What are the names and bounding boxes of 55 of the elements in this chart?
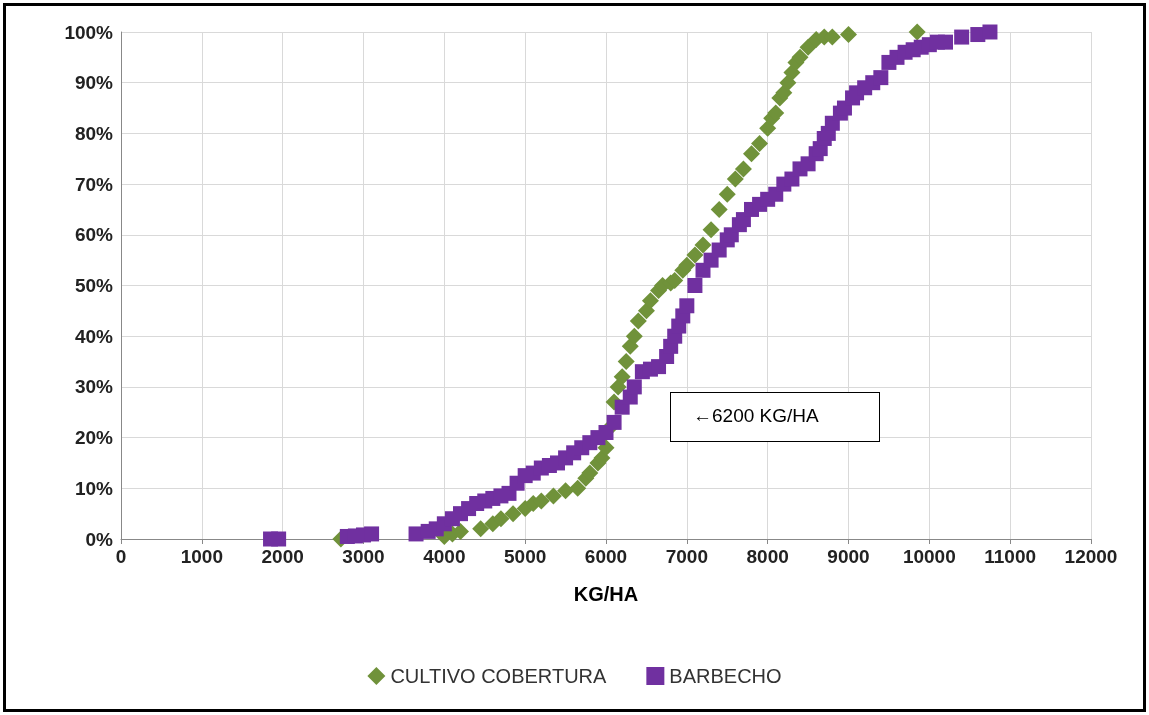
- x-axis-title: KG/HA: [573, 583, 639, 605]
- point: [625, 327, 643, 345]
- point: [751, 135, 769, 153]
- point: [492, 510, 510, 528]
- legend-label: BARBECHO: [669, 665, 782, 687]
- x-tick-label: 3000: [342, 546, 385, 567]
- x-tick-label: 7000: [665, 546, 708, 567]
- y-tick-label: 20%: [74, 427, 114, 449]
- x-tick-label: 0: [115, 546, 127, 567]
- point: [734, 160, 752, 178]
- y-tick-label: 40%: [74, 325, 114, 347]
- y-tick-label: 90%: [74, 72, 114, 94]
- point: [472, 520, 490, 538]
- x-tick-label: 6000: [584, 546, 628, 567]
- point: [783, 64, 801, 82]
- point: [759, 119, 777, 137]
- y-tick-label: 60%: [74, 224, 114, 246]
- callout-box: ←6200 KG/HA: [670, 392, 880, 442]
- x-tick-label: 4000: [423, 546, 466, 567]
- y-tick-label: 0%: [85, 528, 114, 550]
- point: [597, 439, 615, 457]
- x-tick-label: 2000: [261, 546, 304, 567]
- y-tick-label: 80%: [74, 122, 114, 144]
- point: [702, 221, 720, 239]
- point: [569, 479, 587, 497]
- x-tick-label: 8000: [746, 546, 789, 567]
- point: [641, 292, 659, 310]
- y-tick-label: 10%: [74, 477, 114, 499]
- point: [557, 482, 575, 500]
- x-tick-label: 5000: [504, 546, 547, 567]
- point: [686, 246, 704, 264]
- point: [629, 312, 647, 330]
- y-tick-label: 100%: [64, 21, 114, 43]
- point: [613, 368, 631, 386]
- point: [743, 145, 760, 163]
- point: [544, 487, 562, 505]
- x-tick-label: 1000: [180, 546, 223, 567]
- point: [710, 200, 728, 218]
- legend-label: CULTIVO COBERTURA: [390, 665, 608, 687]
- point: [908, 23, 926, 41]
- x-tick-label: 11000: [984, 546, 1037, 567]
- x-tick-label: 12000: [1064, 546, 1118, 567]
- point: [799, 38, 817, 56]
- y-tick-label: 70%: [74, 173, 114, 195]
- point: [617, 353, 635, 371]
- annotation: ←6200 KG/HA: [693, 405, 819, 426]
- x-tick-label: 9000: [827, 546, 870, 567]
- y-tick-label: 50%: [74, 275, 114, 296]
- point: [694, 236, 712, 254]
- point: [504, 505, 522, 523]
- point: [718, 185, 736, 203]
- point: [840, 26, 857, 44]
- x-tick-label: 10000: [902, 546, 956, 567]
- y-tick-label: 30%: [74, 376, 114, 398]
- point: [726, 170, 744, 188]
